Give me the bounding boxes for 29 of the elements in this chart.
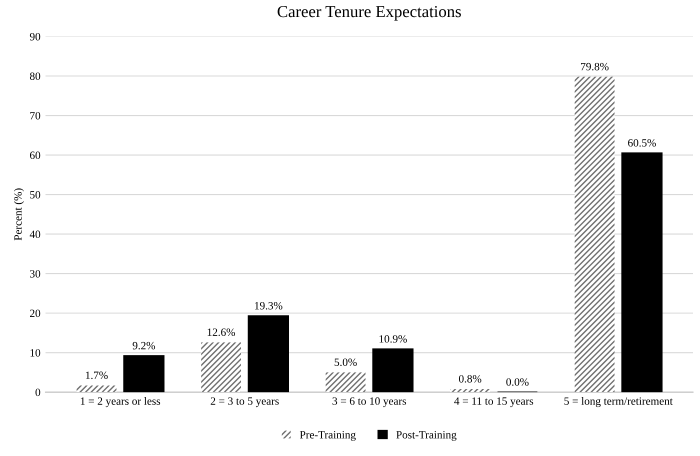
y-tick-label: 50 [30, 191, 40, 199]
y-tick-label: 0 [36, 388, 40, 396]
y-tick-label: 80 [30, 72, 40, 80]
legend-label: Pre-Training [300, 431, 356, 441]
data-label: 19.3% [255, 302, 282, 310]
data-label: 0.8% [458, 375, 482, 383]
x-tick-label: 3 = 6 to 10 years [332, 397, 406, 408]
y-tick-label: 70 [30, 112, 40, 120]
y-tick-label: 60 [30, 152, 40, 160]
data-label: 10.9% [380, 335, 407, 343]
x-tick-label: 2 = 3 to 5 years [210, 397, 279, 408]
y-tick-label: 30 [30, 270, 40, 278]
y-tick-label: 10 [30, 349, 40, 357]
data-label: 0.0% [506, 378, 529, 386]
x-tick-label: 4 = 11 to 15 years [454, 397, 534, 408]
data-label: 5.0% [334, 358, 357, 366]
data-label: 60.5% [628, 139, 656, 147]
data-label: 9.2% [132, 342, 156, 350]
x-tick-label: 5 = long term/retirement [564, 397, 673, 408]
data-label: 12.6% [208, 328, 236, 336]
legend-label: Post-Training [396, 431, 456, 441]
y-tick-label: 20 [30, 310, 40, 318]
y-axis-title: Percent (%) [14, 188, 24, 240]
data-label: 79.8% [581, 62, 609, 70]
y-tick-label: 40 [30, 230, 40, 238]
x-tick-label: 1 = 2 years or less [80, 397, 160, 408]
data-label: 1.7% [86, 372, 108, 380]
chart-title: Career Tenure Expectations [278, 6, 461, 21]
y-tick-label: 90 [30, 32, 40, 40]
